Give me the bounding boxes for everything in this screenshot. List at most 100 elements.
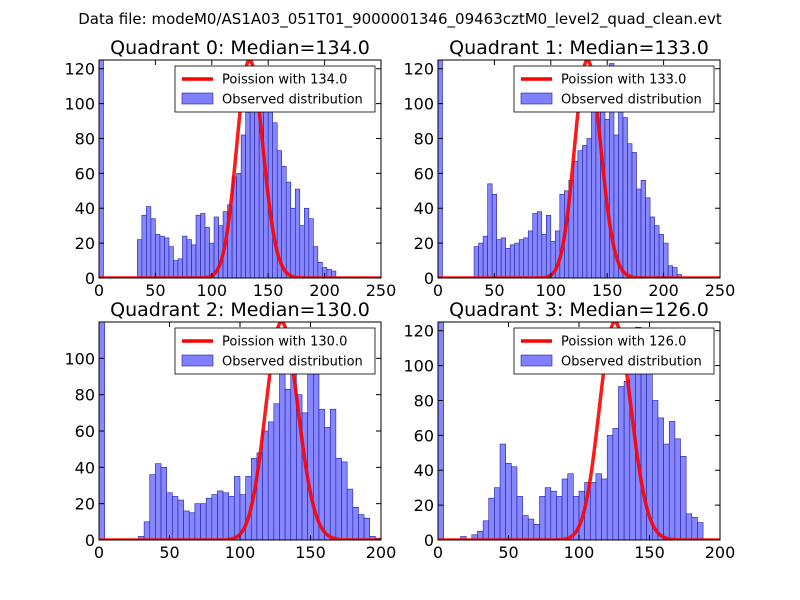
histogram-bar: [149, 474, 156, 540]
y-tick-label: 100: [403, 95, 434, 114]
histogram-bar: [505, 248, 511, 278]
histogram-bar: [527, 518, 535, 540]
quadrant-title: Quadrant 3: Median=126.0: [449, 299, 709, 321]
histogram-bar: [267, 421, 275, 540]
histogram-bar: [317, 262, 323, 278]
histogram-bar: [236, 173, 242, 278]
legend: Poission with 134.0 Observed distribution: [174, 65, 376, 113]
histogram-bar: [488, 497, 495, 540]
legend-observed-label: Observed distribution: [222, 355, 363, 370]
quadrant-0-chart: 0 50 100 150 200 250 0 20 40 60 80 100 120 Quadrant 0…: [64, 37, 396, 300]
histogram-bar: [697, 522, 704, 540]
y-tick-label: 20: [75, 495, 95, 514]
histogram-bar: [307, 370, 314, 540]
legend-poisson-label: Poission with 126.0: [561, 335, 686, 350]
y-tick-label: 40: [414, 199, 434, 218]
histogram-bar: [532, 213, 538, 278]
x-tick-label: 150: [253, 281, 284, 300]
y-tick-label: 120: [64, 60, 95, 79]
histogram-bar: [173, 260, 179, 278]
y-tick-label: 20: [414, 496, 434, 515]
legend: Poission with 126.0 Observed distribution: [513, 327, 715, 375]
poisson-curve: [99, 322, 381, 540]
histogram-bar: [194, 503, 201, 540]
histogram-bar: [159, 235, 165, 278]
histogram-bar: [505, 462, 512, 540]
histogram-bar: [146, 206, 152, 278]
histogram-bar: [240, 134, 246, 278]
x-tick-label: 100: [225, 543, 256, 562]
legend-box: [513, 65, 715, 113]
plot-frame: [98, 59, 382, 279]
quadrant-2-chart: 0 50 100 150 200 0 20 40 60 80 100 Quadrant 2: Medi…: [64, 299, 396, 562]
histogram-bar: [172, 496, 179, 540]
y-tick-label: 20: [75, 234, 95, 253]
histogram-bar: [556, 496, 563, 540]
histogram-bar: [352, 506, 359, 540]
x-tick-label: 0: [433, 543, 443, 562]
histogram-bar: [544, 487, 552, 540]
legend-observed-swatch: [181, 92, 214, 105]
histogram-bar: [591, 89, 597, 278]
histogram-bar: [654, 225, 660, 278]
y-tick-label: 0: [424, 269, 434, 288]
histogram-bar: [473, 246, 479, 278]
histogram-bar: [141, 214, 147, 278]
histogram-bar: [649, 216, 655, 278]
histogram-bar: [155, 463, 162, 540]
x-tick-label: 0: [433, 281, 443, 300]
histogram-bar: [550, 490, 557, 540]
histogram-bar: [205, 497, 213, 540]
histogram-bar: [511, 466, 518, 540]
quadrant-title: Quadrant 0: Median=134.0: [110, 37, 370, 59]
y-tick-label: 100: [64, 349, 95, 368]
histogram-bar: [186, 239, 192, 278]
plot-content: [438, 322, 720, 540]
y-tick-label: 40: [414, 461, 434, 480]
histogram-bar: [631, 152, 637, 278]
histogram-bar: [623, 380, 631, 540]
histogram-bar: [195, 214, 201, 278]
histogram-bar: [516, 496, 523, 540]
legend: Poission with 130.0 Observed distribution: [174, 327, 376, 375]
histogram-bar: [500, 237, 506, 278]
x-tick-label: 50: [159, 543, 179, 562]
legend-observed-label: Observed distribution: [222, 93, 363, 108]
histogram-bar: [652, 400, 659, 540]
histogram-bar: [685, 513, 693, 540]
legend-poisson-label: Poission with 130.0: [222, 335, 347, 350]
histogram-bar: [222, 492, 230, 540]
histogram-bar: [358, 514, 365, 540]
histogram-bar: [636, 188, 642, 278]
histogram-bar: [438, 60, 443, 278]
x-tick-label: 150: [592, 281, 623, 300]
histogram-bar: [177, 499, 184, 540]
y-tick-label: 60: [75, 422, 95, 441]
x-tick-label: 50: [145, 281, 165, 300]
quadrant-title: Quadrant 1: Median=133.0: [449, 37, 709, 59]
histogram-bar: [618, 386, 625, 540]
x-tick-label: 0: [94, 543, 104, 562]
histogram-bar: [545, 214, 552, 278]
histogram-bar: [285, 181, 292, 278]
x-tick-label: 200: [366, 543, 397, 562]
histogram-bar: [618, 106, 624, 278]
histogram-bar: [533, 524, 540, 540]
y-tick-label: 0: [424, 531, 434, 550]
histogram-bar: [217, 490, 224, 540]
histogram-bar: [273, 403, 280, 540]
histogram-bar: [496, 239, 502, 278]
x-tick-label: 100: [564, 543, 595, 562]
histogram-bar: [668, 421, 676, 540]
histogram-bar: [249, 110, 255, 278]
histogram-bar: [335, 457, 342, 540]
histogram-bar: [204, 227, 210, 278]
histogram-bar: [346, 488, 354, 540]
histogram-bar: [191, 244, 197, 278]
histogram-bar: [150, 218, 156, 278]
y-tick-label: 40: [75, 458, 95, 477]
histogram-bar: [281, 166, 287, 278]
histogram-bar: [663, 242, 669, 278]
legend-observed-swatch: [520, 92, 553, 105]
